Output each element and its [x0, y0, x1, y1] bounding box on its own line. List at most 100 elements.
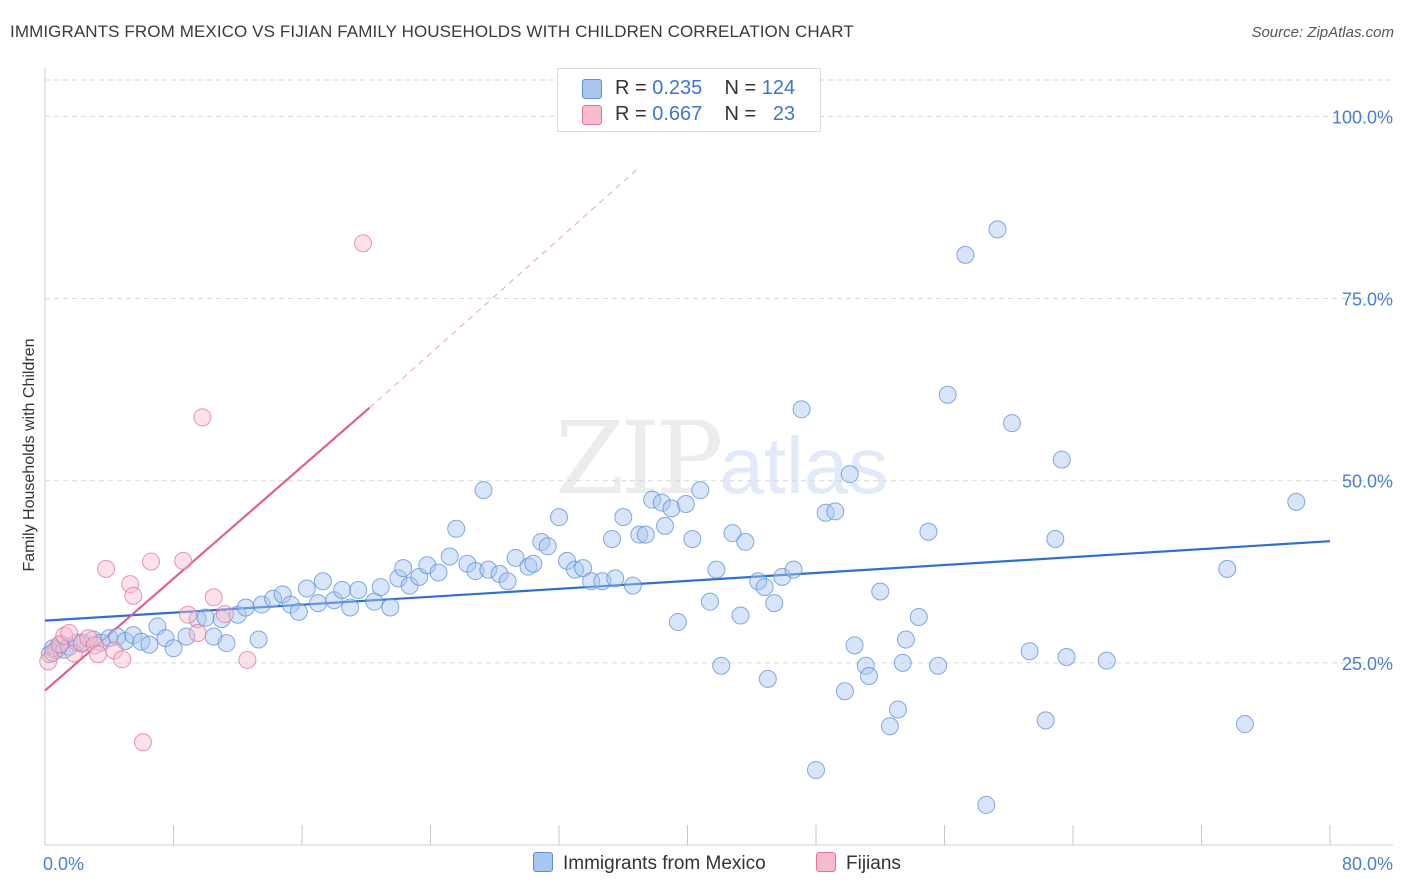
point-mexico [835, 682, 854, 701]
point-mexico [731, 606, 750, 625]
point-mexico [506, 548, 525, 567]
point-mexico [816, 503, 835, 522]
trend-lines [44, 166, 1331, 692]
point-fijians [89, 645, 108, 664]
point-mexico [371, 578, 390, 597]
point-mexico [871, 582, 890, 601]
legend-swatch-pink [816, 852, 836, 872]
point-mexico [519, 557, 538, 576]
point-fijians [178, 605, 197, 624]
point-mexico [236, 598, 255, 617]
r-label: R = [615, 77, 647, 99]
axes [44, 68, 1393, 846]
point-mexico [636, 525, 655, 544]
point-mexico [196, 608, 215, 627]
point-mexico [429, 563, 448, 582]
point-mexico [550, 508, 568, 527]
y-tick-label: 25.0% [1342, 654, 1393, 674]
point-mexico [309, 594, 328, 613]
point-mexico [1287, 492, 1306, 511]
point-mexico [389, 569, 408, 588]
legend-item-mexico[interactable]: Immigrants from Mexico [533, 852, 766, 875]
point-fijians [113, 650, 132, 669]
point-mexico [755, 578, 774, 597]
point-mexico [252, 595, 271, 614]
point-mexico [1052, 450, 1071, 469]
point-mexico [765, 594, 784, 613]
point-mexico [758, 669, 777, 688]
point-mexico [792, 400, 811, 419]
point-mexico [723, 524, 742, 543]
point-mexico [683, 530, 702, 548]
point-mexico [108, 627, 127, 646]
point-mexico [313, 572, 332, 591]
point-mexico [707, 560, 726, 579]
point-mexico [1020, 642, 1039, 661]
point-fijians [60, 623, 79, 642]
point-mexico [880, 717, 899, 736]
point-mexico [289, 602, 308, 621]
point-fijians [188, 623, 207, 642]
point-fijians [142, 552, 161, 571]
point-mexico [498, 572, 517, 591]
point-mexico [333, 581, 352, 599]
legend-swatch-blue [582, 79, 602, 99]
data-points [39, 220, 1306, 814]
n-value: 124 [761, 77, 796, 99]
point-mexico [1046, 530, 1065, 548]
point-fijians [55, 626, 74, 645]
watermark-atlas: atlas [719, 421, 889, 510]
legend-swatch-blue [533, 852, 553, 872]
point-mexico [773, 567, 792, 586]
point-mexico [140, 635, 159, 654]
legend-stats-fijians: R = 0.667 N = 23 [615, 103, 795, 126]
point-fijians [133, 733, 152, 752]
point-mexico [956, 245, 975, 264]
legend-item-fijians[interactable]: Fijians [816, 852, 901, 875]
point-fijians [238, 650, 257, 669]
y-tick-label: 100.0% [1332, 107, 1393, 127]
legend-stats-mexico: R = 0.235 N = 124 [615, 77, 795, 100]
tick-labels: 25.0% 50.0% 75.0% 100.0% 0.0% 80.0% [43, 107, 1393, 874]
point-mexico [652, 493, 671, 512]
point-mexico [474, 481, 493, 500]
point-mexico [977, 795, 996, 814]
point-mexico [826, 502, 845, 521]
point-mexico [349, 581, 368, 599]
x-tick-label-min: 0.0% [43, 854, 84, 874]
source-label: Source: ZipAtlas.com [1251, 24, 1394, 41]
trend-line-fijians [44, 407, 371, 692]
point-fijians [50, 635, 69, 654]
point-fijians [215, 605, 234, 624]
point-mexico [662, 499, 681, 518]
legend-label-fijians: Fijians [846, 853, 901, 874]
point-mexico [574, 559, 593, 578]
point-fijians [193, 408, 212, 427]
trend-line-mexico [44, 540, 1331, 622]
point-mexico [676, 495, 695, 514]
point-mexico [712, 656, 731, 675]
point-mexico [341, 598, 360, 617]
r-label: R = [615, 103, 647, 125]
point-fijians [354, 234, 373, 253]
point-mexico [164, 639, 183, 658]
r-value: 0.667 [652, 103, 703, 125]
trend-line-fijians-extension [369, 166, 640, 409]
point-mexico [447, 519, 466, 538]
point-mexico [538, 537, 557, 556]
point-fijians [124, 586, 143, 605]
point-mexico [1097, 651, 1116, 670]
x-tick-label-max: 80.0% [1342, 854, 1393, 874]
point-mexico [1218, 559, 1237, 578]
point-mexico [603, 530, 622, 548]
point-mexico [217, 634, 236, 653]
point-mexico [177, 627, 196, 646]
point-mexico [440, 547, 459, 566]
point-fijians [39, 652, 58, 671]
correlation-legend: R = 0.235 N = 124 R = 0.667 N = 23 [557, 68, 821, 132]
point-mexico [668, 613, 687, 632]
point-mexico [264, 589, 283, 608]
point-mexico [860, 666, 879, 685]
point-mexico [691, 481, 710, 500]
